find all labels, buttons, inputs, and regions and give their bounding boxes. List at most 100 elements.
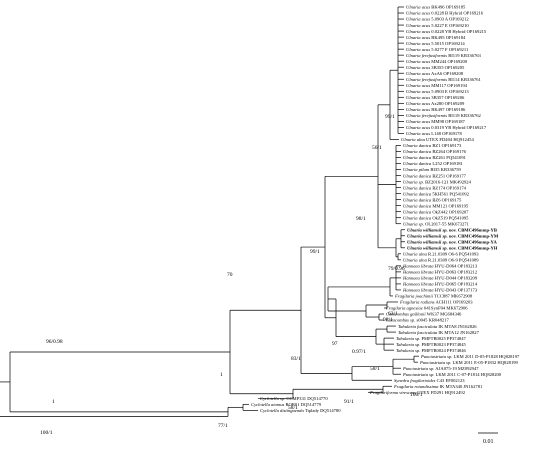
tip-species: Tabularia fasciculata xyxy=(398,330,438,335)
support-value: 58/1 xyxy=(288,405,298,411)
tip-strain: 3B357 OP169206 xyxy=(430,95,465,100)
tip-species: Tabularia fasciculata xyxy=(398,324,438,329)
tip-species: Ulnaria acus xyxy=(406,125,430,130)
tip-strain: BI118 KR336762 xyxy=(447,113,481,118)
tip-strain: BZ264 OP169176 xyxy=(431,149,466,154)
tip-species: Ulnaria danica xyxy=(403,161,432,166)
tip-species: Cyclotella atomus xyxy=(251,402,285,407)
tip-strain: BK496 OP169185 xyxy=(430,5,466,10)
tip-label: Hannaea librata HYU-D063 OP183212 xyxy=(402,270,478,275)
tip-species: Ulnaria acus xyxy=(406,47,430,52)
tip-strain: L252 OP169181 xyxy=(431,161,463,166)
tip-species: Cyclotella sp. xyxy=(260,396,285,401)
tip-label: Ulnaria acus 5.0903 A OP169212 xyxy=(406,17,469,22)
tip-label: Ulnaria ferefusiformis BI114 KR336761 xyxy=(406,77,482,82)
tip-species: Punctastriata sp. xyxy=(402,366,434,371)
support-value: 96/0.98 xyxy=(46,339,63,345)
tip-strain: HYU-D065 OP183214 xyxy=(434,282,478,287)
support-value: 100/1 xyxy=(410,392,423,398)
tip-label: Ulnaria acus 5.5015 OP169214 xyxy=(406,41,465,46)
tip-label: Ulnaria acus BK496 OP169185 xyxy=(406,5,466,10)
tip-species: Ulnaria danica xyxy=(403,191,432,196)
tip-label: Ulnaria williamsii sp. nov. CBMC496mmp-Y… xyxy=(407,227,497,232)
tip-species: Hannaea librata xyxy=(402,288,434,293)
tip-strain: BK497 OP169186 xyxy=(430,107,466,112)
tip-label: Ulnaria danica BZ251 OP169177 xyxy=(403,173,467,178)
tip-strain: PMFTB0024 PP374846 xyxy=(420,348,466,353)
tip-strain: 0.0228 B Hybrid OP169216 xyxy=(430,11,484,16)
tip-label: Ulnaria acus Ax280 OP169209 xyxy=(406,101,465,106)
tip-label: Punctastriata sp. LKM 2011 E-05-P1832 HQ… xyxy=(419,360,519,365)
tip-label: Ulnaria acus MM244 OP169200 xyxy=(406,59,468,64)
tip-strain: HYU-D043 OP137173 xyxy=(434,288,478,293)
support-value: 79/0.96 xyxy=(388,266,405,272)
support-value: 0.97/1 xyxy=(352,349,366,355)
tip-label: Ulnaria danica OkZ519 PQ541095 xyxy=(403,215,469,220)
tip-strain: BI119 KR336763 xyxy=(447,53,481,58)
tip-strain: 0.0228 YB Hybrid OP169215 xyxy=(430,29,487,34)
tip-species: Fragilaria joachimii xyxy=(394,294,434,299)
support-value: 99/1 xyxy=(310,249,320,255)
tip-species: Ulnaria acus xyxy=(406,29,430,34)
tip-species: Ulnaria acus xyxy=(406,23,430,28)
tip-species: Tabularia sp. xyxy=(396,348,420,353)
tip-species: Ulnaria acus xyxy=(406,101,430,106)
tip-label: Catacombas sp. s0045 KR048217 xyxy=(386,318,449,323)
tip-species: Ulnaria ferefusiformis xyxy=(406,77,447,82)
tip-species: Ulnaria acus xyxy=(406,89,430,94)
tip-strain: R.21.0309 O6-6 PQ541093 xyxy=(427,252,479,257)
tip-label: Fragilariforma virescens UTEX FD291 HQ91… xyxy=(369,390,466,395)
tip-species: Ulnaria ferefusiformis xyxy=(406,113,447,118)
tip-label: Hannaea librata HYU-D044 OP183209 xyxy=(402,276,478,281)
tip-label: Punctastriata sp. LKM 2011 C-07-P1814 HQ… xyxy=(402,372,502,377)
tip-strain: BI35 KR336759 xyxy=(429,167,461,172)
tip-species: Ulnaria williamsii sp. nov. xyxy=(407,227,457,232)
tip-label: Tabularia fasciculata IK MTA8 JN162826 xyxy=(398,324,477,329)
tip-label: Cyclotella sp. CCMP331 DQ514770 xyxy=(260,396,328,401)
tip-label: Ulnaria acus 5.0277 F OP169211 xyxy=(406,47,469,52)
tip-label: Ulnaria acus 0.0319 YB Hybrid OP169217 xyxy=(406,125,487,130)
tip-strain: WK37 MG684346 xyxy=(426,312,462,317)
tip-strain: MM117 OP169194 xyxy=(430,83,468,88)
tip-label: Ulnaria danica 5KH561 PQ541092 xyxy=(403,191,470,196)
tip-label: Ulnaria acus 3B355 OP169205 xyxy=(406,65,465,70)
tip-strain: AxA6 OP169208 xyxy=(430,71,464,76)
tip-label: Fragilaria radians ACH111 OP169203 xyxy=(399,300,473,305)
tip-strain: AJA075-19 MZ092947 xyxy=(434,366,479,371)
tip-label: Synedra fragilarioides C43 EF002123 xyxy=(394,378,465,383)
tip-strain: C43 EF002123 xyxy=(435,378,465,383)
support-value: 98/1 xyxy=(356,216,366,222)
tip-label: Ulnaria acus AxA6 OP169208 xyxy=(406,71,464,76)
tip-label: Ulnaria acus BK495 OP169184 xyxy=(406,35,466,40)
tree-branches xyxy=(0,6,419,417)
tip-species: Ulnaria danica xyxy=(403,185,432,190)
tip-label: Hannaea librata HYU-D065 OP183214 xyxy=(402,282,478,287)
support-labels: 99/156/198/199/179/0.967063/198/10.97/19… xyxy=(40,114,423,436)
tip-species: Ulnaria ferefusiformis xyxy=(406,53,447,58)
tip-strain: BZ2016-121 MK492924 xyxy=(424,179,472,184)
tip-species: Ulnaria acus xyxy=(406,107,430,112)
support-value: 83/1 xyxy=(291,356,301,362)
tip-species: Ulnaria pilum xyxy=(403,167,430,172)
tip-label: Ulnaria acus 5.0903 E OP169213 xyxy=(406,89,469,94)
tip-species: Ulnaria danica xyxy=(403,215,432,220)
tip-strain: 041SynF04 MK672906 xyxy=(423,306,468,311)
tip-species: Tabularia sp. xyxy=(396,336,420,341)
tip-label: Ulnaria acus MM117 OP169194 xyxy=(406,83,468,88)
tip-strain: CBMC496mmp-YM xyxy=(457,233,499,238)
tip-label: Tabularia sp. PMFTB0025 PP374847 xyxy=(396,336,466,341)
tip-species: Ulnaria acus xyxy=(406,5,430,10)
tip-species: Fragilaria rotundissima xyxy=(393,384,439,389)
tip-strain: s0045 KR048217 xyxy=(415,318,449,323)
tip-species: Ulnaria acus xyxy=(406,95,430,100)
tip-strain: MM244 OP169200 xyxy=(430,59,468,64)
support-value: 97 xyxy=(332,341,338,347)
tip-strain: LKM 2011 D-05-P1828 HQ828197 xyxy=(452,354,520,359)
tip-species: Ulnaria sp. xyxy=(403,179,424,184)
tip-species: Ulnaria acus xyxy=(406,83,430,88)
tip-species: Ulnaria danica xyxy=(403,203,432,208)
tip-strain: BZ6 OP169175 xyxy=(431,197,462,202)
tip-species: Ulnaria acus xyxy=(406,41,430,46)
tip-species: Ulnaria ulna xyxy=(403,258,428,263)
